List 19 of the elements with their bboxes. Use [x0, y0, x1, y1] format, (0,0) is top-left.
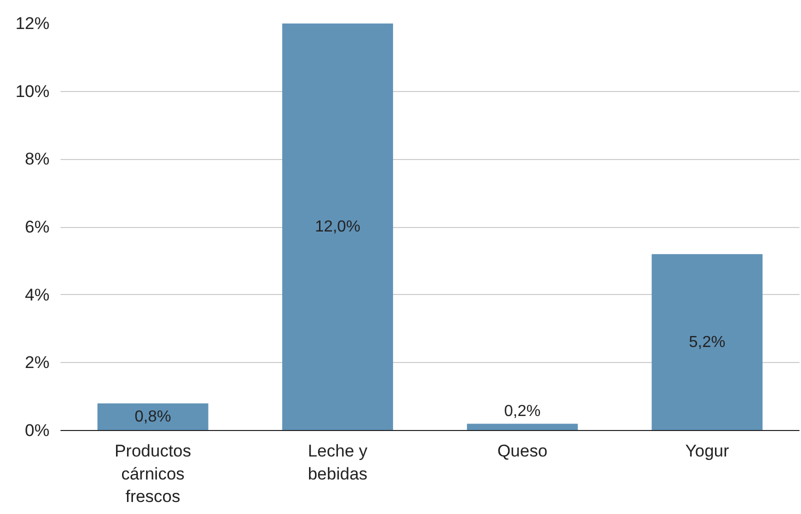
x-tick-label: Queso	[497, 442, 548, 460]
bar	[652, 254, 763, 430]
bar	[282, 24, 394, 430]
bar	[97, 403, 208, 430]
data-label: 0,8%	[134, 408, 172, 426]
x-tick-label: Yogur	[685, 442, 730, 460]
data-label: 12,0%	[314, 218, 360, 236]
bar	[466, 424, 578, 430]
y-tick-label: 8%	[24, 150, 50, 169]
x-tick-label: Productos cárnicos frescos	[114, 442, 192, 506]
y-tick-label: 10%	[15, 82, 50, 101]
y-tick-label: 4%	[24, 285, 50, 304]
data-label: 0,2%	[504, 403, 541, 420]
y-tick-label: 6%	[24, 218, 50, 236]
y-tick-label: 2%	[24, 353, 50, 372]
data-label: 5,2%	[688, 334, 726, 351]
y-tick-label: 12%	[15, 14, 50, 33]
x-tick-label: Leche y bebidas	[308, 442, 368, 484]
y-tick-label: 0%	[24, 421, 50, 440]
